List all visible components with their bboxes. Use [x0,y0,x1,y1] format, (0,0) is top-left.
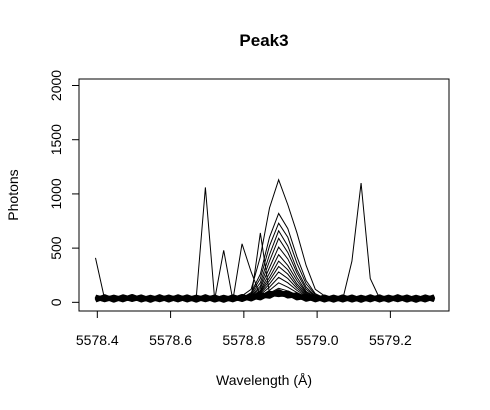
baseline-band-line-5 [94,289,436,303]
y-tick-label: 1500 [48,124,64,155]
x-tick-label: 5579.0 [296,332,339,348]
x-tick-label: 5578.8 [222,332,265,348]
x-tick-label: 5578.6 [149,332,192,348]
series-layer [94,178,436,303]
y-tick-label: 2000 [48,70,64,101]
chart-title: Peak3 [239,31,288,50]
x-axis-label: Wavelength (Å) [216,372,312,388]
y-tick-label: 1000 [48,178,64,209]
x-axis: 5578.4 5578.6 5578.8 5579.0 5579.2 [76,310,412,348]
x-tick-label: 5579.2 [369,332,412,348]
y-axis-label: Photons [5,169,21,220]
y-tick-label: 500 [48,236,64,260]
x-tick-label: 5578.4 [76,332,119,348]
y-tick-label: 0 [48,298,64,306]
y-axis: 0 500 1000 1500 2000 [48,70,80,306]
series-line-1 [95,187,435,301]
